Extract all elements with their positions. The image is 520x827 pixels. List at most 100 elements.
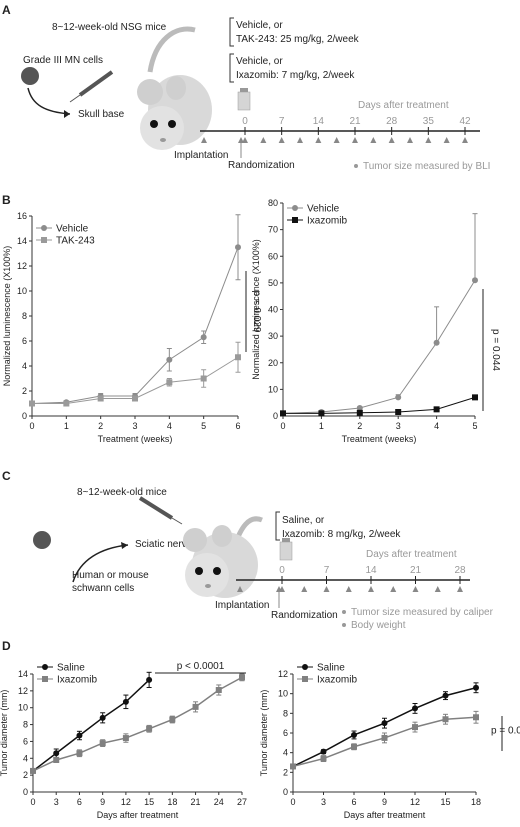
x-tick-label: 6 bbox=[351, 797, 356, 807]
data-point bbox=[53, 750, 60, 757]
y-tick-label: 30 bbox=[268, 331, 278, 341]
treatment-arrow-icon bbox=[443, 137, 450, 143]
panel-a-timeline-title: Days after treatment bbox=[358, 100, 449, 111]
legend-label: Saline bbox=[57, 663, 85, 674]
bullet-icon bbox=[354, 164, 358, 168]
y-axis-title: Normalized luminescence (X100%) bbox=[251, 239, 261, 380]
x-tick-label: 1 bbox=[64, 421, 69, 431]
data-point bbox=[473, 684, 479, 691]
y-tick-label: 10 bbox=[278, 689, 288, 699]
timeline-ticks-a: 0 7 14 21 28 35 42 bbox=[201, 116, 471, 158]
panel-c-treatment-line2: Ixazomib: 8 mg/kg, 2/week bbox=[282, 529, 401, 540]
y-tick-label: 0 bbox=[283, 787, 288, 797]
mouse-illustration-c bbox=[183, 516, 263, 598]
panel-c-timeline-title: Days after treatment bbox=[366, 549, 457, 560]
x-tick-label: 24 bbox=[214, 797, 224, 807]
y-tick-label: 12 bbox=[18, 686, 28, 696]
implantation-arrow-icon bbox=[237, 586, 243, 592]
legend-label: Ixazomib bbox=[57, 675, 97, 686]
treatment-arrow-icon bbox=[412, 586, 419, 592]
panel-c-implantation-label: Implantation bbox=[215, 600, 269, 611]
timeline-day-label: 21 bbox=[349, 116, 361, 127]
x-tick-label: 5 bbox=[472, 421, 477, 431]
y-tick-label: 2 bbox=[283, 767, 288, 777]
x-tick-label: 4 bbox=[434, 421, 439, 431]
series-line-0 bbox=[31, 247, 239, 404]
panel-letter-c: C bbox=[2, 469, 11, 483]
randomization-arrow-icon bbox=[238, 137, 244, 143]
data-point bbox=[166, 379, 173, 386]
x-tick-label: 27 bbox=[237, 797, 247, 807]
data-point bbox=[472, 277, 478, 284]
panel-c-cells-line2: schwann cells bbox=[72, 583, 134, 594]
legend-label: Vehicle bbox=[307, 204, 340, 215]
timeline-day-label: 7 bbox=[279, 116, 285, 127]
data-point bbox=[351, 731, 357, 738]
y-tick-label: 10 bbox=[18, 703, 28, 713]
legend-label: TAK-243 bbox=[56, 236, 95, 247]
x-tick-label: 9 bbox=[382, 797, 387, 807]
arrow-icon bbox=[27, 87, 71, 115]
timeline-day-label: 0 bbox=[242, 116, 248, 127]
bullet-icon bbox=[342, 610, 346, 614]
panel-c-note2: Body weight bbox=[351, 620, 406, 631]
y-tick-label: 4 bbox=[283, 748, 288, 758]
arrowhead-icon bbox=[121, 542, 128, 549]
treatment-arrow-icon bbox=[242, 137, 248, 143]
syringe-icon-c bbox=[138, 496, 183, 525]
y-tick-label: 10 bbox=[17, 286, 27, 296]
y-tick-label: 6 bbox=[23, 736, 28, 746]
y-tick-label: 4 bbox=[22, 361, 27, 371]
y-tick-label: 40 bbox=[268, 305, 278, 315]
arrowhead-icon bbox=[64, 110, 70, 118]
treatment-arrow-icon bbox=[301, 586, 308, 592]
data-point bbox=[235, 354, 241, 361]
x-axis-title: Treatment (weeks) bbox=[342, 434, 417, 444]
data-point bbox=[433, 406, 440, 413]
y-tick-label: 80 bbox=[268, 198, 278, 208]
timeline-day-label: 0 bbox=[279, 565, 285, 576]
x-tick-label: 18 bbox=[167, 797, 177, 807]
panel-letter-b: B bbox=[2, 193, 11, 207]
data-point bbox=[395, 394, 402, 401]
data-point bbox=[146, 676, 153, 683]
treatment-arrow-icon bbox=[260, 137, 267, 143]
data-point bbox=[99, 740, 106, 747]
data-point bbox=[30, 767, 36, 774]
data-point bbox=[381, 734, 388, 741]
x-tick-label: 18 bbox=[471, 797, 481, 807]
x-tick-label: 3 bbox=[321, 797, 326, 807]
y-tick-label: 14 bbox=[18, 669, 28, 679]
bracket-icon bbox=[229, 17, 234, 47]
x-tick-label: 3 bbox=[132, 421, 137, 431]
legend-marker bbox=[302, 676, 308, 682]
x-tick-label: 3 bbox=[396, 421, 401, 431]
timeline-day-label: 14 bbox=[365, 565, 377, 576]
x-tick-label: 0 bbox=[29, 421, 34, 431]
x-tick-label: 9 bbox=[100, 797, 105, 807]
y-tick-label: 50 bbox=[268, 278, 278, 288]
y-tick-label: 16 bbox=[17, 211, 27, 221]
data-point bbox=[320, 748, 327, 755]
treatment-arrow-icon bbox=[370, 137, 377, 143]
data-point bbox=[76, 750, 83, 757]
drug-vial-icon-c bbox=[279, 538, 293, 561]
x-axis-title: Days after treatment bbox=[97, 810, 179, 820]
data-point bbox=[351, 743, 357, 750]
panel-a-treatment2-line1: Vehicle, or bbox=[236, 56, 283, 67]
timeline-day-label: 28 bbox=[454, 565, 466, 576]
x-tick-label: 0 bbox=[290, 797, 295, 807]
data-point bbox=[53, 756, 60, 763]
treatment-arrow-icon bbox=[315, 137, 322, 143]
data-point bbox=[200, 375, 207, 382]
x-tick-label: 1 bbox=[319, 421, 324, 431]
panel-a-randomization-label: Randomization bbox=[228, 160, 295, 171]
x-tick-label: 21 bbox=[191, 797, 201, 807]
data-point bbox=[239, 674, 245, 681]
panel-a-mice-label: 8~12-week-old NSG mice bbox=[52, 22, 167, 33]
data-point bbox=[395, 409, 402, 416]
data-point bbox=[29, 400, 35, 407]
p-value-label: p = 0.002 bbox=[491, 726, 520, 737]
y-tick-label: 14 bbox=[17, 236, 27, 246]
